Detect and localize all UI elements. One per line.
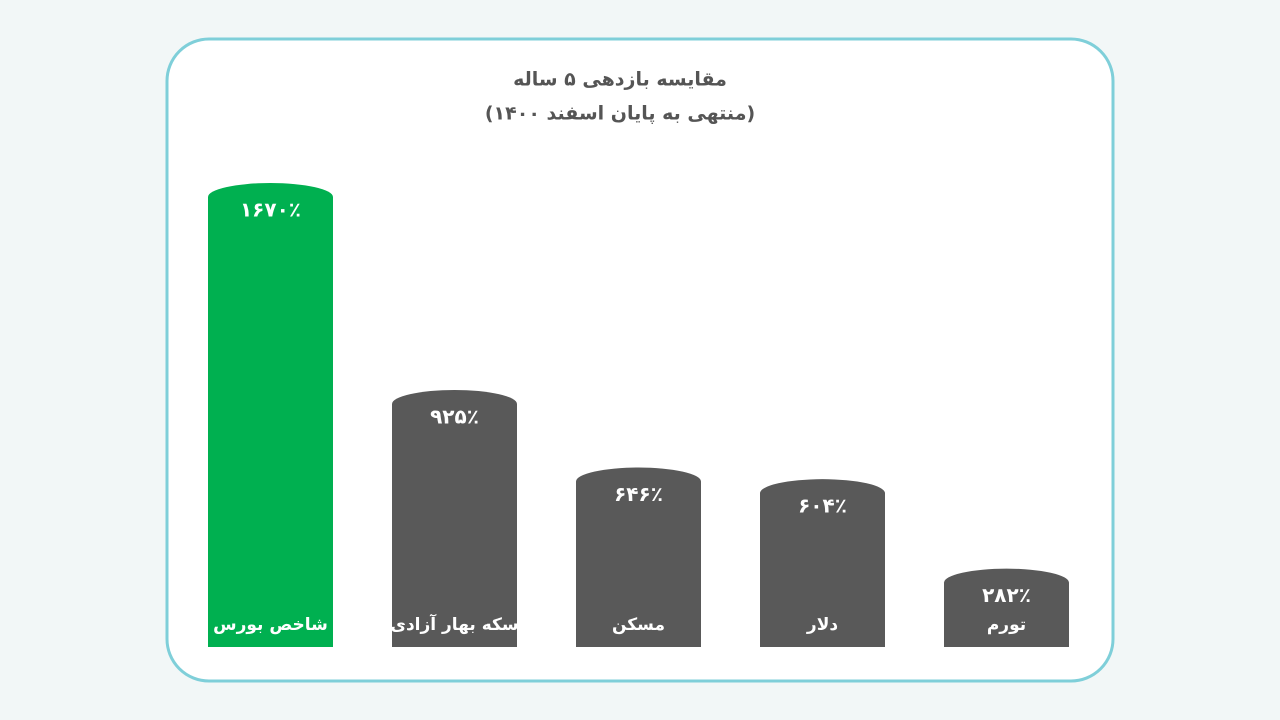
bar: [760, 479, 885, 647]
category-label: شاخص بورس: [213, 615, 328, 635]
bar: [208, 183, 333, 648]
value-label: ۹۲۵٪: [430, 404, 479, 428]
category-label: دلار: [806, 615, 838, 635]
bar: [944, 568, 1069, 647]
chart-subtitle: (منتهی به پایان اسفند ۱۴۰۰): [485, 103, 755, 125]
value-label: ۱۶۷۰٪: [240, 198, 301, 222]
category-label: مسکن: [612, 615, 665, 635]
bar: [576, 467, 701, 647]
bar: [392, 389, 517, 647]
value-label: ۶۰۴٪: [798, 494, 847, 518]
category-label: سکه بهار آزادی: [390, 613, 518, 635]
chart-title: مقایسه بازدهی ۵ ساله: [513, 69, 727, 91]
value-label: ۲۸۲٪: [982, 583, 1031, 607]
category-label: تورم: [987, 615, 1026, 635]
value-label: ۶۴۶٪: [614, 482, 663, 506]
